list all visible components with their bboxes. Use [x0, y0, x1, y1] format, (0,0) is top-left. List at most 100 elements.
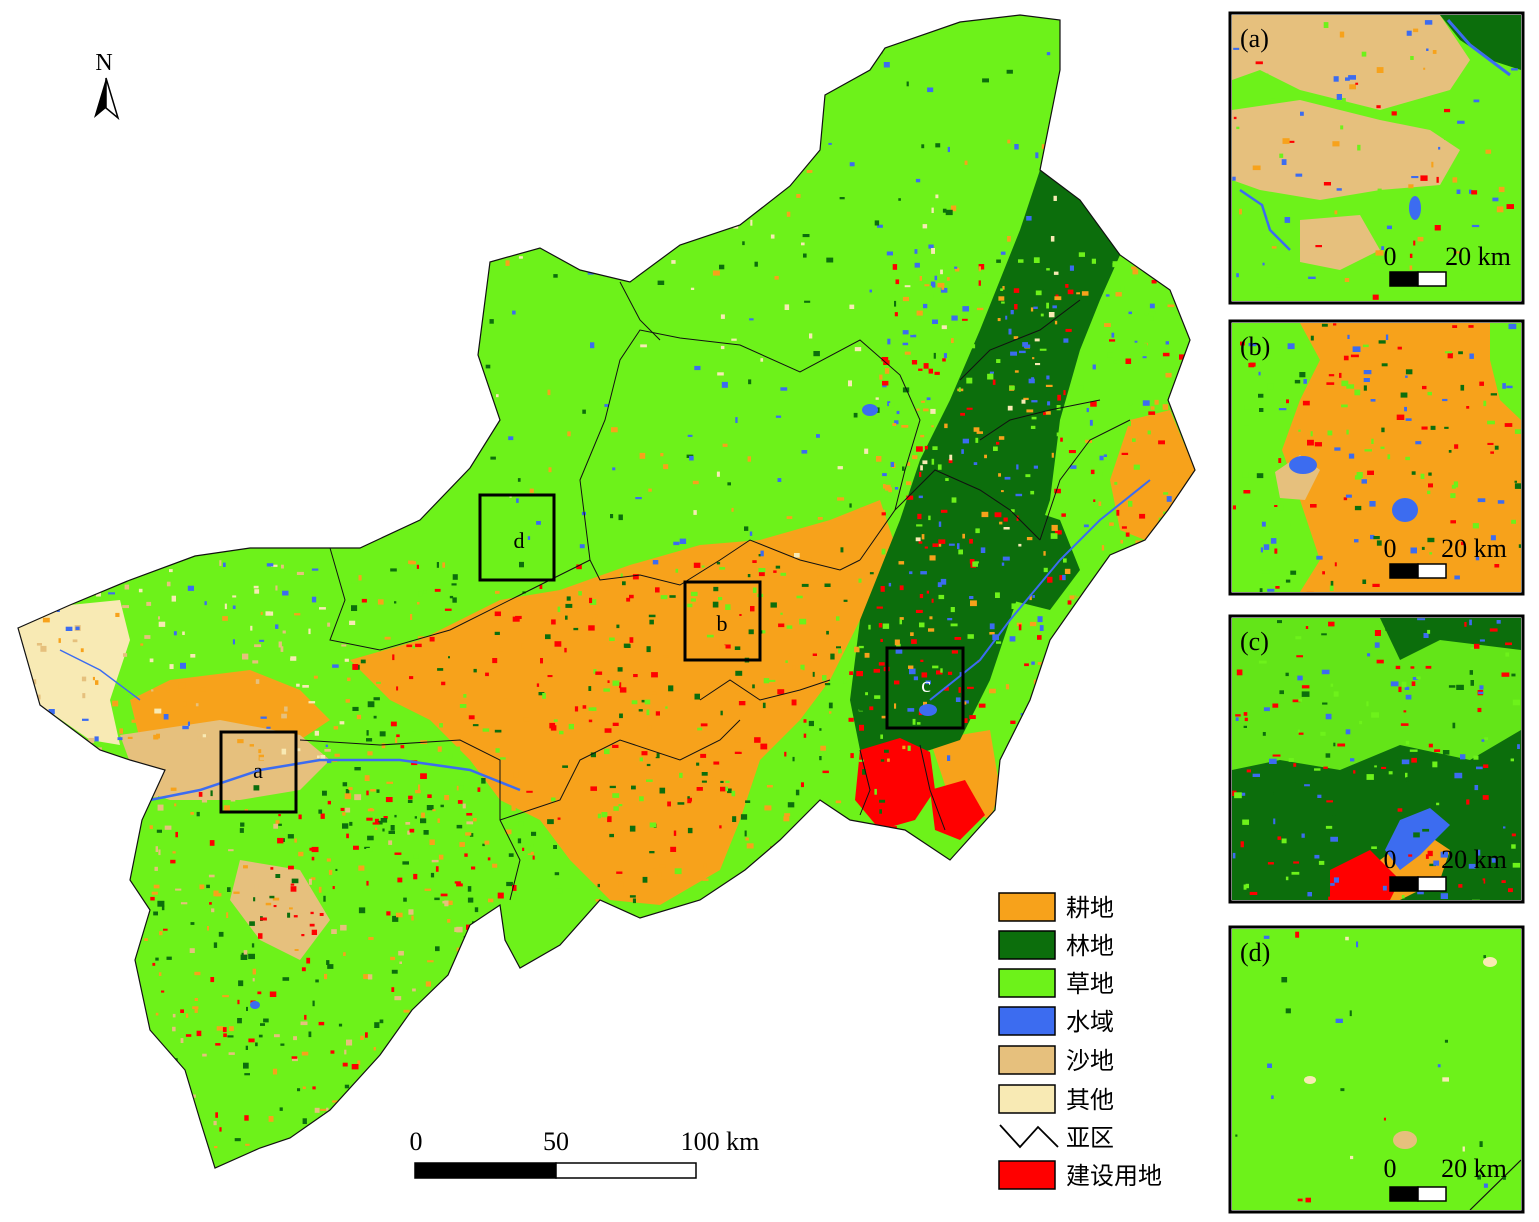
land-use-speckle [1458, 351, 1463, 355]
land-use-speckle [356, 714, 362, 720]
land-use-speckle [631, 700, 638, 705]
land-use-speckle [1133, 464, 1140, 470]
land-use-speckle [312, 1000, 315, 1007]
land-use-speckle [828, 142, 832, 145]
land-use-speckle [1369, 501, 1376, 507]
locator-box-d[interactable]: d [478, 493, 556, 582]
land-use-speckle [849, 162, 855, 167]
land-use-speckle [1334, 562, 1337, 567]
land-use-speckle [1297, 729, 1300, 733]
land-use-speckle [28, 723, 35, 728]
land-use-speckle [397, 877, 403, 883]
land-use-speckle [1362, 579, 1367, 584]
land-use-speckle [320, 755, 326, 760]
land-use-speckle [324, 749, 331, 752]
land-use-speckle [1060, 708, 1065, 714]
land-use-speckle [472, 1071, 476, 1078]
land-use-speckle [435, 1129, 440, 1134]
land-use-speckle [383, 816, 388, 820]
land-use-speckle [1236, 669, 1243, 676]
land-use-speckle [459, 704, 467, 708]
land-use-speckle [1278, 458, 1282, 463]
land-use-speckle [1008, 328, 1012, 335]
land-use-speckle [243, 865, 248, 869]
land-use-speckle [470, 998, 478, 1004]
land-use-speckle [796, 595, 803, 599]
land-use-speckle [1356, 941, 1359, 948]
land-use-speckle [156, 829, 162, 833]
land-use-speckle [1010, 310, 1014, 315]
land-use-speckle [629, 895, 636, 898]
land-use-speckle [1307, 892, 1312, 897]
land-use-speckle [1093, 499, 1096, 502]
land-use-speckle [1352, 346, 1361, 352]
land-use-speckle [1139, 513, 1146, 519]
land-use-speckle [505, 829, 512, 835]
land-use-speckle [1021, 726, 1026, 732]
land-use-speckle [955, 697, 961, 702]
land-use-speckle [885, 497, 892, 502]
land-use-speckle [294, 949, 299, 951]
land-use-speckle [1047, 401, 1051, 406]
land-use-speckle [257, 991, 262, 995]
land-use-speckle [1242, 819, 1249, 825]
land-use-speckle [1518, 544, 1521, 548]
land-use-speckle [405, 1034, 409, 1038]
land-use-speckle [430, 872, 435, 878]
land-use-speckle [1158, 559, 1161, 565]
land-use-speckle [1427, 850, 1433, 857]
land-use-speckle [955, 267, 960, 272]
land-use-speckle [621, 196, 629, 202]
land-use-speckle [719, 825, 722, 829]
land-use-speckle [1287, 825, 1292, 831]
land-use-speckle [301, 967, 306, 972]
land-use-speckle [1340, 125, 1344, 130]
land-use-speckle [271, 564, 278, 567]
land-use-speckle [326, 1128, 331, 1132]
land-use-speckle [373, 1047, 376, 1051]
land-use-speckle [701, 110, 706, 116]
land-use-speckle [488, 750, 494, 757]
land-use-speckle [1321, 323, 1328, 327]
land-use-speckle [1243, 725, 1247, 728]
land-use-speckle [540, 658, 543, 664]
locator-box-b[interactable]: b [683, 580, 762, 662]
land-use-speckle [671, 260, 676, 264]
land-use-speckle [1349, 84, 1356, 90]
land-use-speckle [403, 1009, 410, 1013]
land-use-speckle [763, 678, 770, 684]
land-use-speckle [418, 784, 421, 791]
inset-a-scale-0: 0 [1384, 242, 1397, 271]
land-use-speckle [189, 948, 195, 953]
land-use-speckle [1164, 527, 1172, 531]
land-use-speckle [1116, 509, 1120, 516]
land-use-speckle [158, 972, 162, 976]
land-use-speckle [232, 639, 235, 645]
land-use-speckle [922, 460, 928, 465]
land-use-speckle [568, 735, 573, 739]
locator-box-c[interactable]: c [885, 646, 965, 730]
land-use-speckle [187, 585, 194, 591]
land-use-speckle [873, 668, 880, 673]
land-use-speckle [1308, 276, 1316, 279]
land-use-speckle [335, 1136, 342, 1142]
land-use-speckle [388, 830, 395, 834]
land-use-speckle [1287, 140, 1295, 143]
land-use-speckle [1410, 547, 1417, 554]
land-use-speckle [199, 884, 205, 889]
land-use-speckle [1398, 686, 1402, 693]
land-use-speckle [1086, 408, 1089, 413]
land-use-speckle [1287, 343, 1295, 350]
land-use-speckle [1037, 616, 1043, 623]
land-use-speckle [1282, 138, 1290, 144]
land-use-speckle [495, 590, 500, 594]
land-use-speckle [949, 454, 953, 461]
land-use-speckle [1018, 543, 1022, 547]
land-use-speckle [326, 960, 330, 965]
land-use-speckle [489, 319, 494, 324]
locator-box-a[interactable]: a [219, 730, 298, 814]
land-use-speckle [647, 725, 652, 731]
land-use-speckle [379, 1019, 384, 1024]
legend-swatch [998, 930, 1056, 960]
land-use-speckle [835, 800, 842, 804]
